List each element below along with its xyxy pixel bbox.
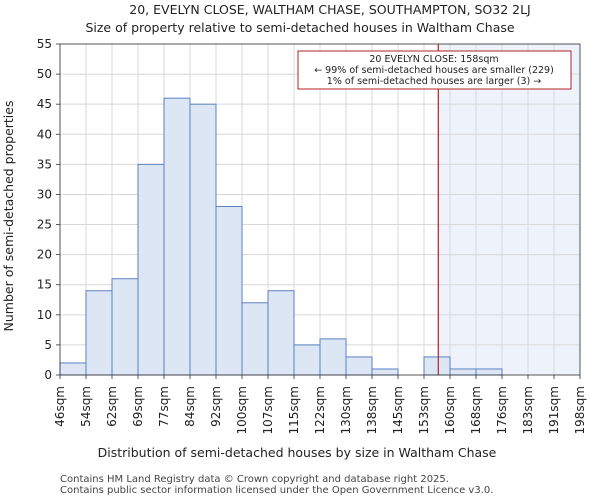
y-tick-label: 45 [37,97,52,111]
histogram-bar [163,97,191,376]
y-tick-label: 15 [37,278,52,292]
x-tick-label: 54sqm [79,386,93,427]
x-tick-label: 176sqm [495,386,509,434]
x-tick-label: 115sqm [287,386,301,434]
x-tick-label: 92sqm [209,386,223,427]
y-tick-label: 40 [37,127,52,141]
x-tick-label: 100sqm [235,386,249,434]
histogram-bar [423,356,451,376]
y-tick-label: 55 [37,37,52,51]
x-tick-label: 69sqm [131,386,145,427]
y-tick-label: 25 [37,218,52,232]
x-tick-label: 130sqm [339,386,353,434]
histogram-bar [267,290,295,376]
histogram-bar [319,338,347,376]
x-tick-label: 122sqm [313,386,327,434]
annotation-box [297,50,572,90]
x-tick-label: 160sqm [443,386,457,434]
x-tick-label: 145sqm [391,386,405,434]
histogram-bar [137,163,165,376]
chart-title: 20, EVELYN CLOSE, WALTHAM CHASE, SOUTHAM… [129,2,530,17]
annotation-line-smaller: ← 99% of semi-detached houses are smalle… [314,65,554,76]
y-tick-label: 10 [37,308,52,322]
larger-region-shade [438,44,580,375]
histogram-bar [85,290,113,376]
x-tick-label: 183sqm [521,386,535,434]
x-tick-label: 198sqm [573,386,587,434]
x-tick-label: 191sqm [547,386,561,434]
histogram-bar [241,302,269,376]
histogram-bar [189,103,217,376]
y-tick-label: 50 [37,67,52,81]
annotation-line-larger: 1% of semi-detached houses are larger (3… [327,76,541,87]
footer-licence: Contains public sector information licen… [60,485,494,496]
histogram-bar [345,356,373,376]
plot-area: 0 5 10 15 20 25 30 35 40 45 50 55 46sqm 54sqm 62sqm 69s… [37,37,587,434]
y-tick-label: 20 [37,248,52,262]
x-tick-label: 138sqm [365,386,379,434]
annotation-line-title: 20 EVELYN CLOSE: 158sqm [369,54,498,65]
x-tick-label: 46sqm [53,386,67,427]
x-tick-label: 77sqm [157,386,171,427]
chart-subtitle: Size of property relative to semi-detach… [85,20,514,35]
histogram-bar [371,368,399,376]
histogram-bar [215,205,243,376]
x-tick-label: 84sqm [183,386,197,427]
histogram-bar [475,368,503,376]
x-tick-label: 62sqm [105,386,119,427]
histogram-bar [293,344,321,376]
histogram-bar [111,278,139,376]
x-axis-title: Distribution of semi-detached houses by … [98,445,497,460]
x-tick-label: 107sqm [261,386,275,434]
y-tick-label: 35 [37,157,52,171]
x-tick-label: 153sqm [417,386,431,434]
y-axis-title: Number of semi-detached properties [1,101,16,332]
y-tick-label: 30 [37,187,52,201]
x-tick-label: 168sqm [469,386,483,434]
footer-copyright: Contains HM Land Registry data © Crown c… [60,474,449,485]
y-tick-label: 0 [44,368,52,382]
histogram-bar [59,362,87,376]
histogram-bar [449,368,477,376]
y-tick-label: 5 [44,338,52,352]
